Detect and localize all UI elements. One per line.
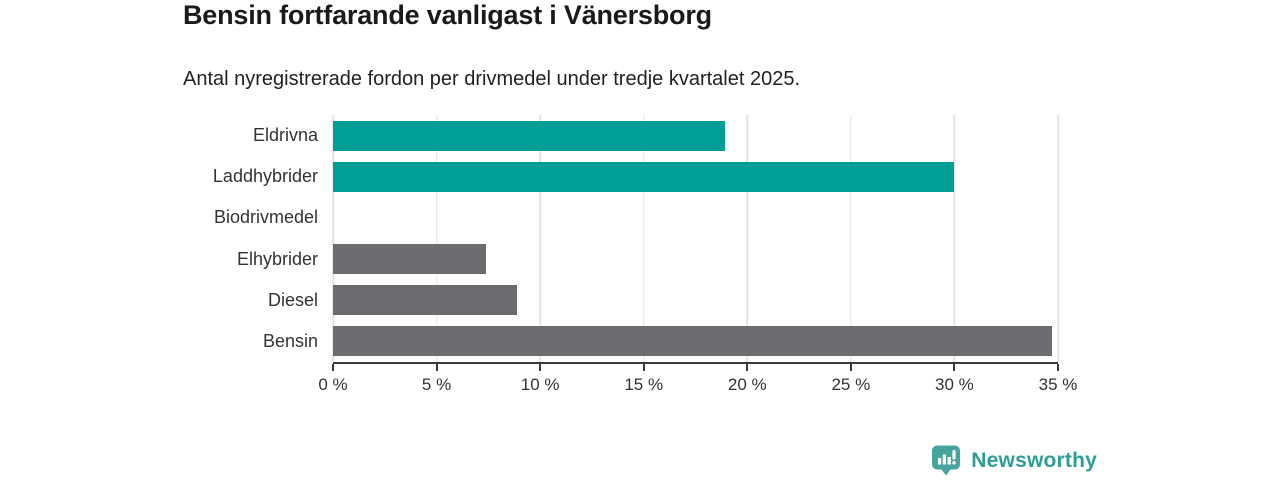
axis-tick [642, 364, 645, 371]
bar-eldrivna [333, 120, 725, 151]
bar-row [333, 115, 1058, 156]
gridline [850, 115, 852, 362]
bar-elhybrider [333, 244, 487, 275]
gridline [953, 115, 956, 362]
gridline [642, 115, 645, 362]
gridline [539, 115, 541, 362]
gridline [1057, 115, 1059, 362]
category-label: Bensin [262, 330, 318, 351]
bar-diesel [333, 285, 518, 316]
bar-row [333, 156, 1058, 197]
gridline [332, 115, 334, 362]
axis-tick [746, 364, 749, 371]
axis-tick [849, 364, 852, 371]
category-label: Eldrivna [252, 125, 318, 146]
bar-laddhybrider [333, 161, 955, 192]
category-label: Diesel [267, 289, 318, 310]
bar-bensin [333, 326, 1052, 357]
axis-tick-label: 5 % [421, 375, 452, 394]
x-axis: 0 % 5 % 10 % 15 % 20 % 25 % 30 % 35 % [318, 362, 1077, 404]
bar-row [333, 321, 1058, 362]
category-label: Elhybrider [236, 248, 318, 269]
axis-tick-label: 15 % [624, 375, 664, 394]
axis-tick [435, 364, 438, 371]
axis-tick-label: 35 % [1038, 375, 1078, 394]
axis-tick [332, 364, 334, 371]
axis-tick-label: 20 % [727, 375, 767, 394]
newsworthy-logo: Newsworthy [932, 445, 1097, 476]
axis-tick-label: 10 % [520, 375, 560, 394]
axis-tick [1057, 364, 1059, 371]
axis-tick-label: 25 % [831, 375, 871, 394]
category-label: Biodrivmedel [213, 207, 318, 228]
chart-subtitle: Antal nyregistrerade fordon per drivmede… [183, 68, 801, 90]
bar-row [333, 280, 1058, 321]
axis-tick-label: 30 % [935, 375, 974, 394]
bar-rows [333, 115, 1058, 362]
newsworthy-bar-chart-bubble-icon [932, 445, 961, 476]
logo-text: Newsworthy [971, 448, 1097, 472]
plot-area [332, 115, 1059, 362]
category-label: Laddhybrider [212, 166, 318, 187]
gridline [746, 115, 749, 362]
bar-row [333, 239, 1058, 280]
axis-tick [953, 364, 956, 371]
chart-title: Bensin fortfarande vanligast i Vänersbor… [183, 0, 712, 30]
bar-row [333, 197, 1058, 238]
gridline [435, 115, 438, 362]
axis-tick [539, 364, 542, 371]
axis-tick-label: 0 % [318, 375, 348, 394]
category-labels: Eldrivna Laddhybrider Biodrivmedel Elhybrid… [0, 115, 318, 362]
